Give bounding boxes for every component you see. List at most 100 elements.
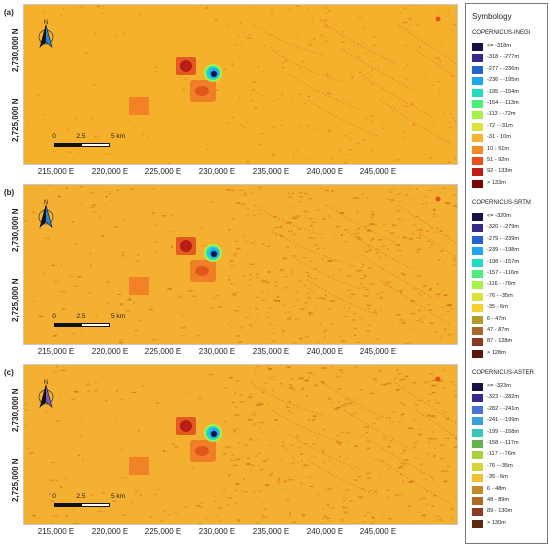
terrain-texture bbox=[258, 402, 261, 403]
terrain-texture bbox=[297, 338, 301, 340]
terrain-texture bbox=[424, 76, 427, 78]
terrain-texture bbox=[101, 492, 106, 494]
terrain-texture bbox=[191, 466, 194, 468]
terrain-texture bbox=[373, 44, 376, 47]
feature-dot bbox=[435, 376, 441, 382]
terrain-texture bbox=[363, 426, 367, 428]
legend-swatch bbox=[472, 519, 483, 528]
terrain-texture bbox=[300, 453, 304, 455]
terrain-texture bbox=[331, 190, 334, 192]
terrain-texture bbox=[235, 380, 239, 382]
legend-swatch bbox=[472, 292, 483, 301]
terrain-texture bbox=[356, 210, 359, 213]
legend-label: 48 - 89m bbox=[487, 497, 510, 503]
terrain-texture bbox=[160, 520, 164, 522]
terrain-texture bbox=[410, 23, 414, 25]
legend-item: <= -320m bbox=[472, 212, 546, 222]
terrain-texture bbox=[32, 514, 36, 517]
terrain-texture bbox=[435, 57, 437, 59]
terrain-texture bbox=[406, 78, 408, 81]
terrain-texture bbox=[433, 455, 436, 457]
terrain-texture bbox=[298, 280, 302, 283]
terrain-texture bbox=[321, 367, 327, 369]
terrain-texture bbox=[393, 149, 396, 151]
terrain-texture bbox=[327, 488, 332, 490]
terrain-texture bbox=[269, 34, 271, 36]
terrain-texture bbox=[236, 102, 239, 104]
terrain-texture bbox=[257, 66, 259, 68]
terrain-texture bbox=[128, 297, 131, 299]
terrain-texture bbox=[330, 300, 336, 302]
terrain-texture bbox=[80, 418, 82, 420]
terrain-texture bbox=[381, 127, 384, 130]
terrain-texture bbox=[55, 365, 58, 368]
terrain-texture bbox=[117, 294, 121, 295]
terrain-texture bbox=[303, 464, 309, 467]
legend-label: -158 - -117m bbox=[487, 440, 519, 446]
scale-segment bbox=[54, 143, 81, 147]
terrain-texture bbox=[25, 160, 28, 162]
x-tick-label: 225,000 E bbox=[144, 167, 182, 176]
terrain-texture bbox=[285, 299, 287, 301]
terrain-texture bbox=[283, 102, 286, 103]
terrain-texture bbox=[366, 304, 372, 306]
terrain-texture bbox=[244, 132, 246, 134]
terrain-texture bbox=[368, 267, 372, 269]
terrain-texture bbox=[181, 335, 185, 337]
terrain-texture bbox=[370, 215, 373, 218]
terrain-texture bbox=[246, 37, 250, 39]
terrain-texture bbox=[357, 56, 361, 58]
terrain-texture bbox=[269, 307, 272, 309]
terrain-texture bbox=[227, 279, 231, 281]
terrain-texture bbox=[400, 378, 406, 381]
terrain-texture bbox=[355, 399, 359, 401]
terrain-texture bbox=[29, 452, 34, 454]
legend-item: -199 - -158m bbox=[472, 428, 546, 438]
terrain-texture bbox=[259, 469, 265, 471]
terrain-texture bbox=[391, 111, 394, 112]
terrain-texture bbox=[249, 393, 253, 396]
terrain-texture bbox=[305, 26, 307, 29]
terrain-texture bbox=[397, 218, 402, 220]
legend-item: <= -318m bbox=[472, 42, 546, 52]
legend-label: -35 - 6m bbox=[487, 304, 508, 311]
terrain-texture bbox=[288, 410, 290, 412]
terrain-texture bbox=[439, 44, 443, 46]
terrain-texture bbox=[194, 407, 199, 409]
terrain-texture bbox=[285, 313, 287, 314]
terrain-texture bbox=[250, 93, 252, 95]
terrain-texture bbox=[244, 195, 247, 196]
terrain-texture bbox=[250, 399, 252, 401]
legend-item: 87 - 128m bbox=[472, 337, 546, 347]
terrain-texture bbox=[122, 251, 125, 254]
terrain-texture bbox=[80, 435, 82, 437]
legend-item: 6 - 47m bbox=[472, 315, 546, 325]
legend-item: 6 - 48m bbox=[472, 485, 546, 495]
terrain-texture bbox=[288, 230, 293, 232]
hill-core bbox=[180, 240, 192, 252]
terrain-texture bbox=[39, 227, 42, 230]
terrain-texture bbox=[410, 103, 415, 106]
legend-label: -318 - -277m bbox=[487, 54, 520, 61]
terrain-texture bbox=[290, 301, 292, 303]
terrain-texture bbox=[306, 158, 308, 160]
terrain-texture bbox=[412, 382, 417, 384]
terrain-texture bbox=[319, 192, 322, 193]
terrain-texture bbox=[338, 401, 340, 403]
terrain-texture bbox=[292, 217, 297, 219]
terrain-texture bbox=[419, 472, 423, 474]
terrain-texture bbox=[360, 266, 363, 268]
svg-text:N: N bbox=[44, 380, 48, 386]
terrain-texture bbox=[398, 290, 403, 292]
terrain-texture bbox=[372, 311, 378, 313]
terrain-texture bbox=[276, 21, 278, 23]
terrain-texture bbox=[403, 385, 405, 388]
terrain-texture bbox=[418, 262, 421, 263]
terrain-texture bbox=[417, 11, 419, 13]
terrain-texture bbox=[355, 450, 358, 452]
terrain-texture bbox=[385, 282, 390, 284]
terrain-texture bbox=[98, 215, 101, 217]
terrain-texture bbox=[232, 460, 236, 461]
terrain-texture bbox=[327, 215, 330, 217]
legend-swatch bbox=[472, 224, 483, 233]
